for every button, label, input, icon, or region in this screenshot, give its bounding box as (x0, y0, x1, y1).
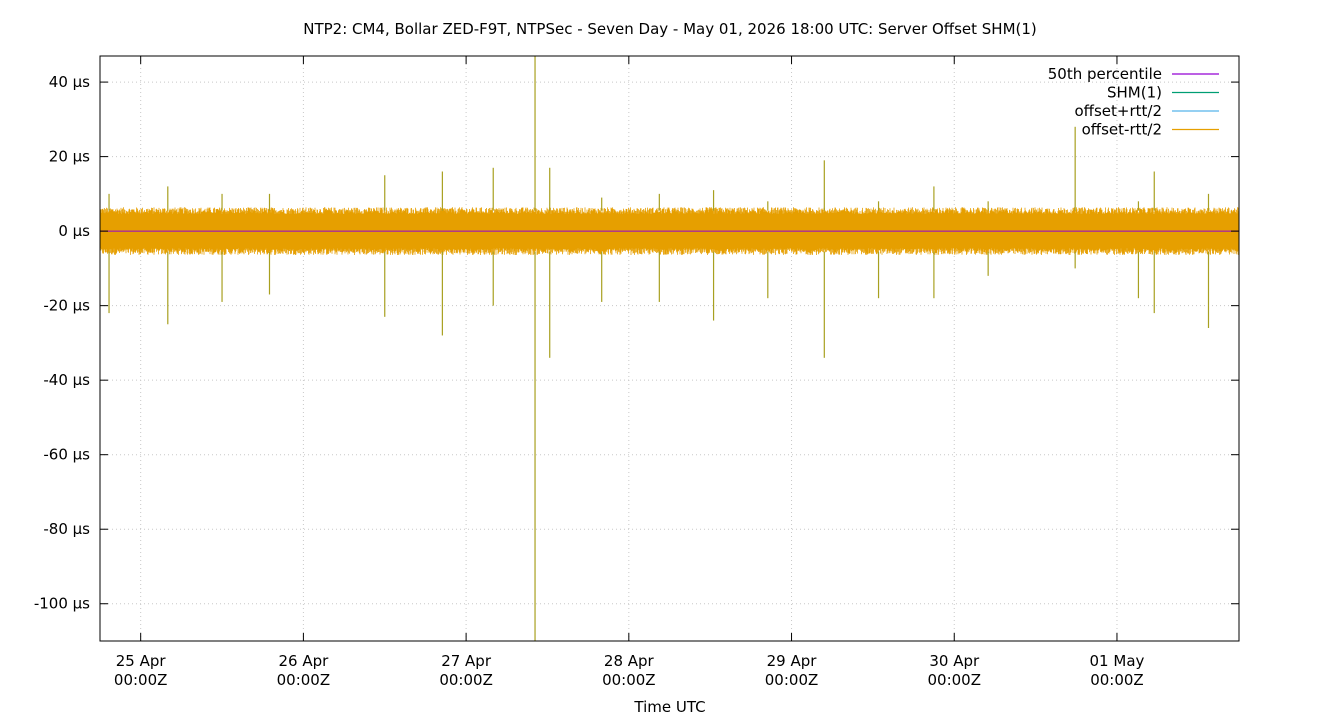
legend-label: SHM(1) (1107, 84, 1162, 102)
chart-title: NTP2: CM4, Bollar ZED-F9T, NTPSec - Seve… (303, 20, 1037, 38)
legend: 50th percentileSHM(1)offset+rtt/2offset-… (1048, 65, 1219, 139)
plot-area (99, 56, 1240, 641)
y-tick-label: -80 µs (43, 520, 90, 538)
legend-label: offset-rtt/2 (1082, 121, 1162, 139)
x-tick-label-day: 30 Apr (929, 652, 980, 670)
x-tick-label-day: 26 Apr (278, 652, 329, 670)
x-tick-label-time: 00:00Z (765, 671, 819, 689)
x-tick-label-time: 00:00Z (1090, 671, 1144, 689)
x-tick-label-day: 29 Apr (767, 652, 818, 670)
y-tick-label: -100 µs (34, 595, 90, 613)
plot-frame (99, 55, 1240, 642)
x-tick-label-time: 00:00Z (439, 671, 493, 689)
x-tick-label-time: 00:00Z (114, 671, 168, 689)
x-tick-label-day: 01 May (1090, 652, 1145, 670)
y-tick-label: 0 µs (58, 222, 90, 240)
x-tick-label-day: 27 Apr (441, 652, 492, 670)
x-tick-label-time: 00:00Z (927, 671, 981, 689)
y-tick-label: 20 µs (49, 148, 90, 166)
y-tick-label: -40 µs (43, 371, 90, 389)
y-axis: 40 µs 20 µs 0 µs -20 µs -40 µs -60 µs -80 µs -1… (34, 73, 1239, 613)
x-tick-label-time: 00:00Z (602, 671, 656, 689)
legend-label: offset+rtt/2 (1074, 102, 1162, 120)
legend-label: 50th percentile (1048, 65, 1162, 83)
grid-lines (100, 56, 1239, 641)
x-tick-label-day: 25 Apr (116, 652, 167, 670)
y-tick-label: 40 µs (49, 73, 90, 91)
x-axis-title: Time UTC (633, 698, 705, 716)
y-tick-label: -60 µs (43, 446, 90, 464)
x-tick-label-day: 28 Apr (604, 652, 655, 670)
y-tick-label: -20 µs (43, 297, 90, 315)
x-tick-label-time: 00:00Z (277, 671, 331, 689)
